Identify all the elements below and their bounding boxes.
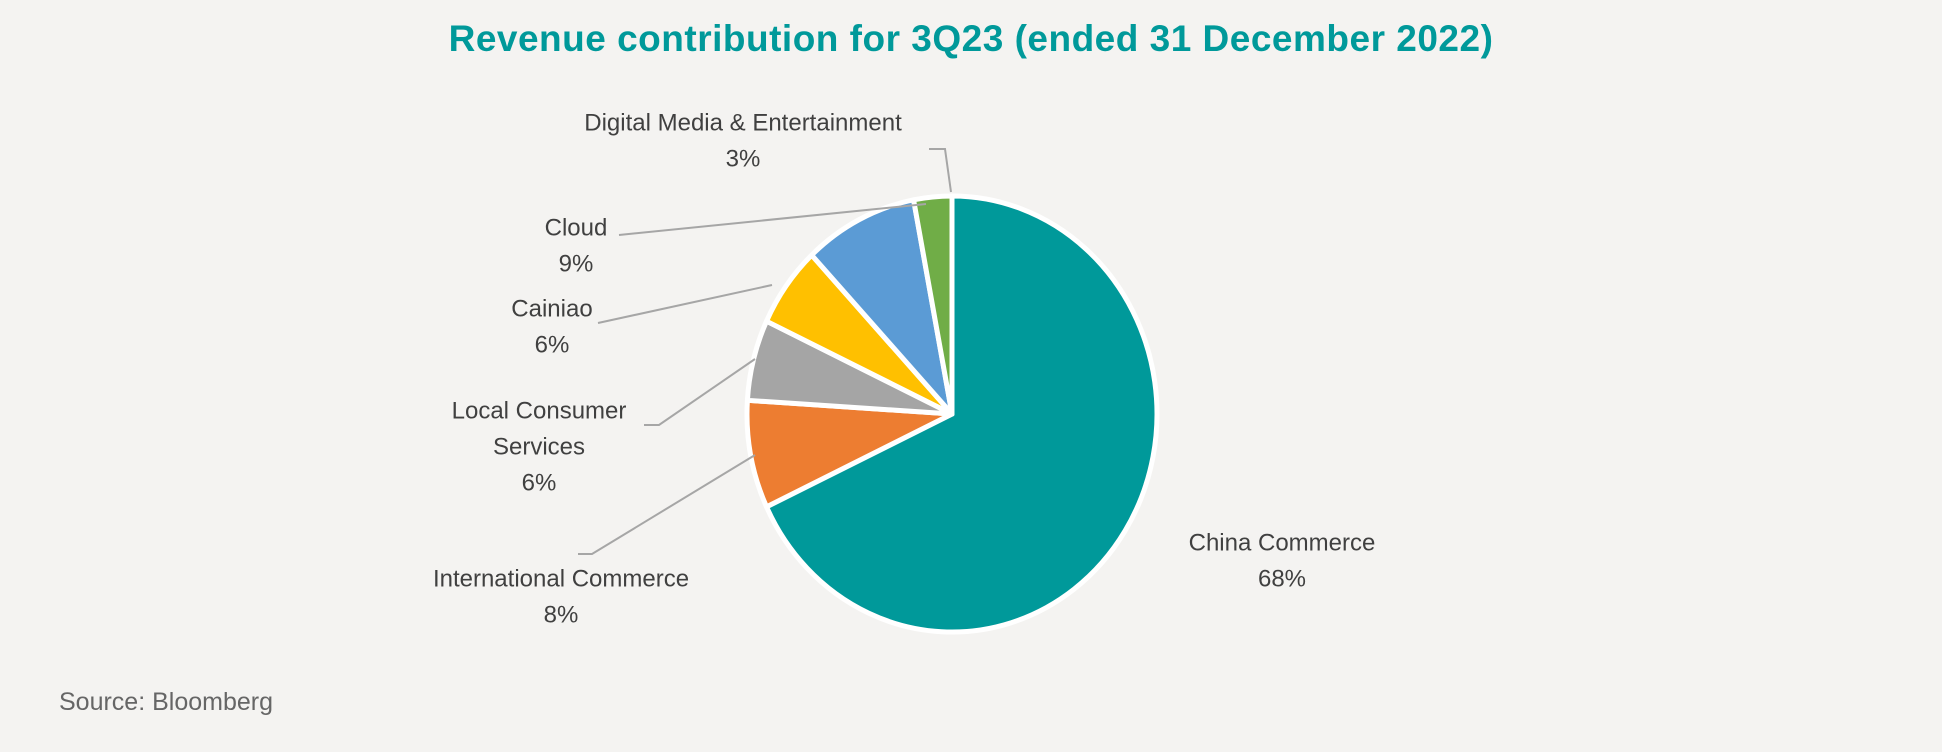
slice-value-label: 8%	[544, 601, 579, 628]
data-label-international-commerce: International Commerce 8%	[433, 565, 689, 628]
slice-category-label: International Commerce	[433, 565, 689, 592]
pie-slice-digital-media-entertainment	[911, 193, 955, 417]
data-label-cainiao: Cainiao 6%	[511, 295, 592, 358]
pie-slice-cloud	[809, 197, 955, 417]
leader-line-digital-media-entertainment	[929, 148, 952, 193]
slice-category-label: Cainiao	[511, 295, 592, 322]
slice-category-label: Cloud	[545, 214, 608, 241]
data-label-china-commerce: China Commerce 68%	[1189, 529, 1376, 592]
slice-category-label: Digital Media & Entertainment	[584, 109, 902, 136]
leader-line-cloud	[618, 203, 927, 236]
slice-value-label: 6%	[522, 469, 557, 496]
slice-category-label: Local Consumer	[452, 397, 627, 424]
slice-category-label: China Commerce	[1189, 529, 1376, 556]
leader-line-international-commerce	[578, 454, 756, 555]
pie-slice-china-commerce	[764, 193, 1160, 635]
slice-category-label: Services	[493, 433, 585, 460]
data-label-local-consumer-services: Local Consumer Services 6%	[452, 397, 627, 496]
leader-line-local-consumer-services	[644, 358, 756, 426]
data-label-digital-media-entertainment: Digital Media & Entertainment 3%	[584, 109, 902, 172]
source-note: Source: Bloomberg	[59, 688, 274, 716]
leader-line-cainiao	[597, 284, 773, 324]
slice-value-label: 68%	[1258, 565, 1306, 592]
slice-value-label: 9%	[559, 250, 594, 277]
slice-value-label: 6%	[535, 331, 570, 358]
slice-value-label: 3%	[726, 145, 761, 172]
chart-title: Revenue contribution for 3Q23 (ended 31 …	[448, 18, 1494, 59]
data-label-cloud: Cloud 9%	[545, 214, 608, 277]
